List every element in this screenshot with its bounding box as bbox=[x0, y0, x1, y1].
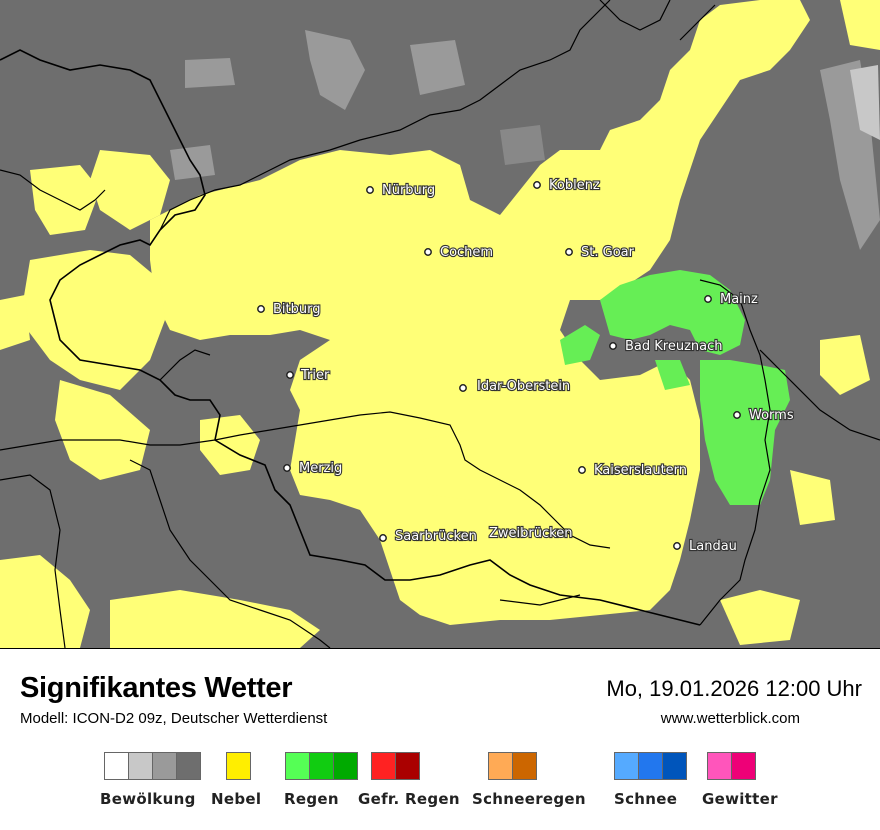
city-label: Merzig bbox=[299, 461, 342, 476]
legend-swatch bbox=[488, 752, 513, 780]
city-dot bbox=[424, 248, 432, 256]
legend-swatches bbox=[614, 752, 687, 780]
legend-swatches bbox=[226, 752, 251, 780]
city-label: Worms bbox=[749, 408, 794, 423]
legend-swatch bbox=[128, 752, 153, 780]
legend-swatch bbox=[614, 752, 639, 780]
legend-swatches bbox=[488, 752, 537, 780]
city-worms: Worms bbox=[733, 407, 795, 424]
legend-swatch bbox=[309, 752, 334, 780]
city-zweibruecken: Zweibrücken bbox=[488, 525, 574, 542]
city-dot bbox=[673, 542, 681, 550]
city-label: Bitburg bbox=[273, 302, 321, 317]
legend-gefr-regen: Gefr. Regen bbox=[358, 752, 460, 808]
legend-swatch bbox=[176, 752, 201, 780]
legend-swatch bbox=[333, 752, 358, 780]
city-label: Idar-Oberstein bbox=[477, 379, 570, 394]
city-bitburg: Bitburg bbox=[257, 301, 322, 318]
city-koblenz: Koblenz bbox=[533, 177, 601, 194]
fog-areas bbox=[0, 0, 880, 648]
legend-label: Schneeregen bbox=[472, 790, 586, 808]
legend-swatches bbox=[707, 752, 756, 780]
city-dot bbox=[533, 181, 541, 189]
city-nuerburg: Nürburg bbox=[366, 182, 436, 199]
city-dot bbox=[704, 295, 712, 303]
city-idar-oberstein: Idar-Oberstein bbox=[459, 378, 571, 395]
city-label: Bad Kreuznach bbox=[625, 339, 723, 354]
city-landau: Landau bbox=[673, 538, 738, 555]
city-saarbruecken: Saarbrücken bbox=[379, 528, 478, 545]
city-dot bbox=[459, 384, 467, 392]
city-label: Cochem bbox=[440, 245, 493, 260]
legend-swatch bbox=[707, 752, 732, 780]
legend-swatch bbox=[285, 752, 310, 780]
city-label: Kaiserslautern bbox=[594, 463, 687, 478]
city-label: Nürburg bbox=[382, 183, 435, 198]
legend-label: Regen bbox=[284, 790, 339, 808]
legend-swatch bbox=[104, 752, 129, 780]
city-markers: Nürburg Koblenz Cochem St. Goar Mainz Bi… bbox=[257, 177, 795, 555]
legend-schneeregen: Schneeregen bbox=[472, 752, 586, 808]
legend-swatches bbox=[285, 752, 358, 780]
legend-swatch bbox=[371, 752, 396, 780]
legend-swatch bbox=[731, 752, 756, 780]
city-mainz: Mainz bbox=[704, 291, 759, 308]
borders bbox=[0, 0, 880, 648]
city-dot bbox=[283, 464, 291, 472]
city-label: Landau bbox=[689, 539, 737, 554]
website-link[interactable]: www.wetterblick.com bbox=[660, 710, 800, 727]
forecast-datetime: Mo, 19.01.2026 12:00 Uhr bbox=[606, 676, 862, 701]
city-label: Trier bbox=[300, 368, 330, 383]
legend-regen: Regen bbox=[284, 752, 358, 808]
map-title: Signifikantes Wetter bbox=[20, 672, 293, 704]
legend-label: Schnee bbox=[614, 790, 678, 808]
weather-map: Nürburg Koblenz Cochem St. Goar Mainz Bi… bbox=[0, 0, 880, 649]
legend: Bewölkung Nebel Regen Gefr. Regen Schnee… bbox=[0, 752, 880, 822]
legend-swatch bbox=[512, 752, 537, 780]
legend-nebel: Nebel bbox=[211, 752, 261, 808]
legend-swatch bbox=[226, 752, 251, 780]
city-trier: Trier bbox=[286, 367, 331, 384]
legend-swatch bbox=[152, 752, 177, 780]
city-dot bbox=[257, 305, 265, 313]
legend-bewoelkung: Bewölkung bbox=[100, 752, 201, 808]
city-bad-kreuznach: Bad Kreuznach bbox=[609, 338, 724, 355]
legend-schnee: Schnee bbox=[614, 752, 687, 808]
legend-swatch bbox=[638, 752, 663, 780]
legend-swatch bbox=[395, 752, 420, 780]
city-dot bbox=[578, 466, 586, 474]
city-dot bbox=[379, 534, 387, 542]
legend-gewitter: Gewitter bbox=[702, 752, 777, 808]
legend-swatch bbox=[662, 752, 687, 780]
model-info: Modell: ICON-D2 09z, Deutscher Wetterdie… bbox=[20, 710, 328, 727]
city-merzig: Merzig bbox=[283, 460, 343, 477]
cloud-patches bbox=[170, 30, 880, 250]
legend-label: Nebel bbox=[211, 790, 262, 808]
city-st-goar: St. Goar bbox=[565, 244, 636, 261]
legend-label: Gefr. Regen bbox=[358, 790, 460, 808]
legend-label: Gewitter bbox=[702, 790, 778, 808]
legend-swatches bbox=[104, 752, 201, 780]
city-cochem: Cochem bbox=[424, 244, 494, 261]
legend-swatches bbox=[371, 752, 420, 780]
city-label: Zweibrücken bbox=[489, 526, 572, 541]
city-dot bbox=[609, 342, 617, 350]
city-dot bbox=[733, 411, 741, 419]
city-label: Mainz bbox=[720, 292, 758, 307]
city-dot bbox=[565, 248, 573, 256]
legend-label: Bewölkung bbox=[100, 790, 196, 808]
city-kaiserslautern: Kaiserslautern bbox=[578, 462, 688, 479]
map-canvas: Nürburg Koblenz Cochem St. Goar Mainz Bi… bbox=[0, 0, 880, 648]
city-label: Saarbrücken bbox=[395, 529, 477, 544]
city-label: St. Goar bbox=[581, 245, 635, 260]
city-dot bbox=[286, 371, 294, 379]
city-dot bbox=[366, 186, 374, 194]
city-label: Koblenz bbox=[549, 178, 600, 193]
